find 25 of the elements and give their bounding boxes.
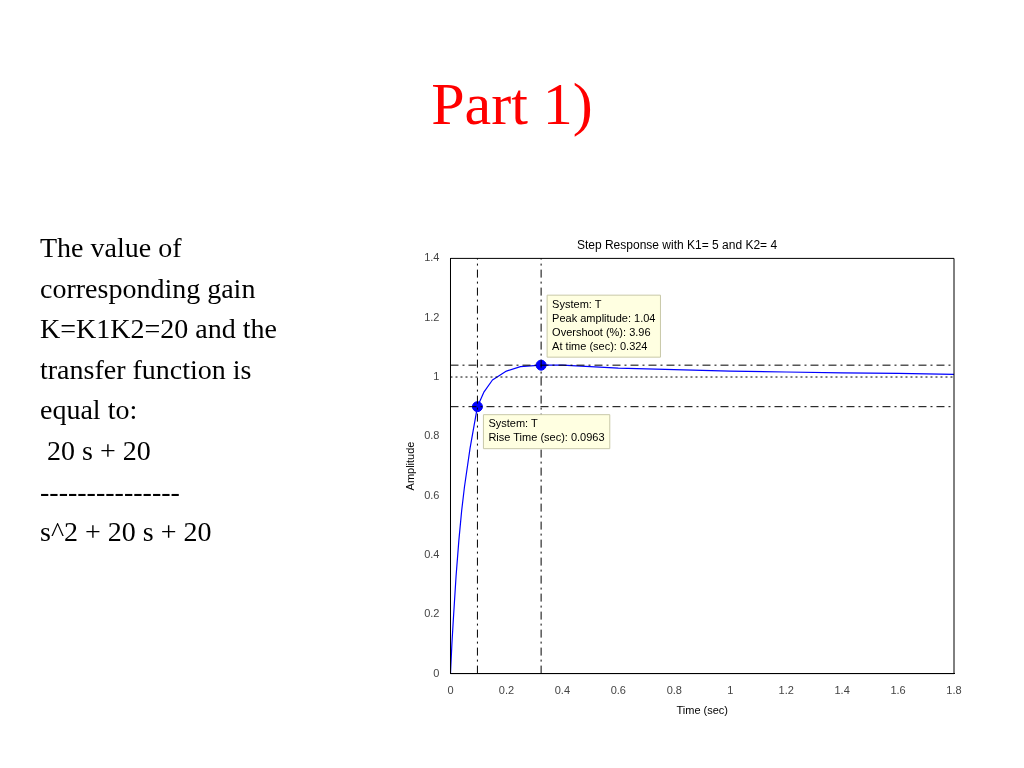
text: The value of corresponding gain K=K1K2=20 and the transfer function is equal to: 20 s + 20 --------------- s^2 + 20 s + 20 [40, 231, 278, 550]
x-tick-label: 1.6 [890, 684, 906, 697]
y-tick-label: 1.4 [424, 251, 440, 264]
x-axis-title: Time (sec) [676, 704, 729, 717]
y-tick-label: 0.2 [424, 607, 440, 620]
chart-title: Step Response with K1= 5 and K2= 4 [576, 237, 778, 252]
x-tick-label: 0.8 [666, 684, 682, 697]
y-tick-label: 0.8 [424, 429, 440, 442]
text: Part 1) [430, 70, 594, 139]
y-tick-label: 0.6 [424, 488, 440, 501]
y-axis-title: Amplitude [403, 441, 416, 491]
x-tick-label: 0.4 [554, 684, 571, 697]
x-tick-label: 1.2 [778, 684, 794, 697]
x-tick-label: 0.6 [610, 684, 626, 697]
y-tick-label: 0 [433, 666, 440, 679]
annotation: System: T Peak amplitude: 1.04 Overshoot (%): 3.96 At time (sec): 0.324 [552, 297, 656, 352]
x-tick-label: 0 [447, 684, 454, 697]
x-tick-label: 1.4 [834, 684, 850, 697]
x-tick-label: 1 [727, 684, 734, 697]
x-tick-label: 1.8 [946, 684, 962, 697]
y-tick-label: 1 [433, 370, 440, 383]
y-tick-label: 1.2 [424, 310, 440, 323]
annotation: System: T Rise Time (sec): 0.0963 [488, 417, 605, 444]
y-tick-label: 0.4 [424, 548, 440, 560]
x-tick-label: 0.2 [498, 684, 515, 697]
